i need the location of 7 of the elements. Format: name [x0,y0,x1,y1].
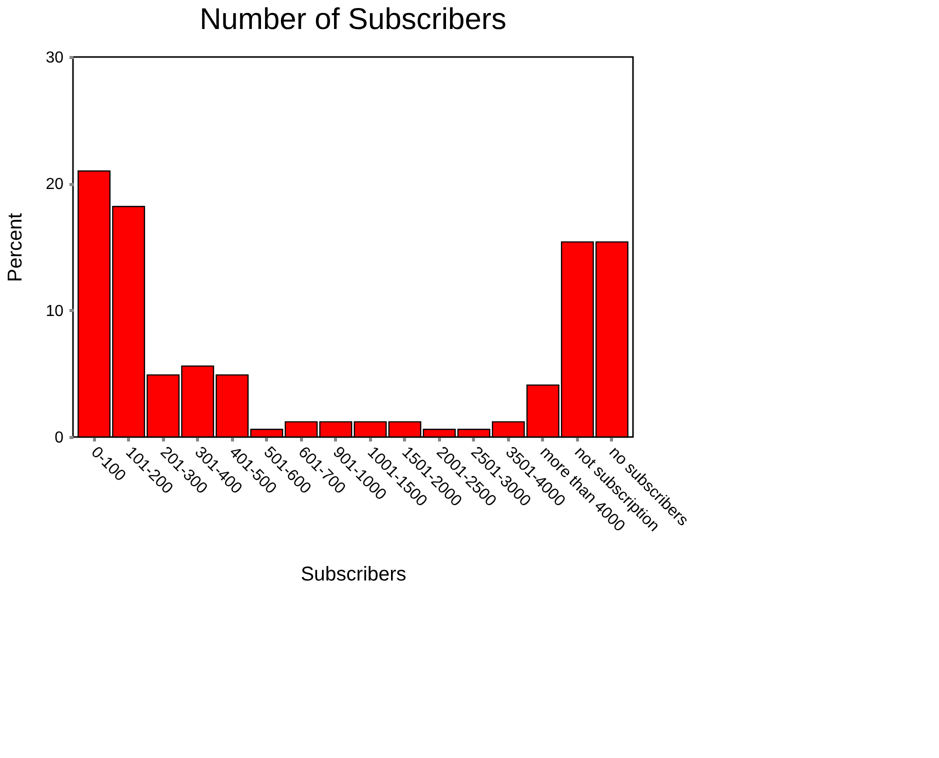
y-tick-label: 10 [46,302,64,320]
y-axis-title: Percent [4,212,27,282]
y-tick-label: 20 [46,176,64,194]
y-tick-label: 30 [46,50,64,66]
x-axis-title: Subscribers [300,563,406,586]
y-tick-label: 0 [54,430,64,446]
chart-title: Number of Subscribers [200,3,506,36]
